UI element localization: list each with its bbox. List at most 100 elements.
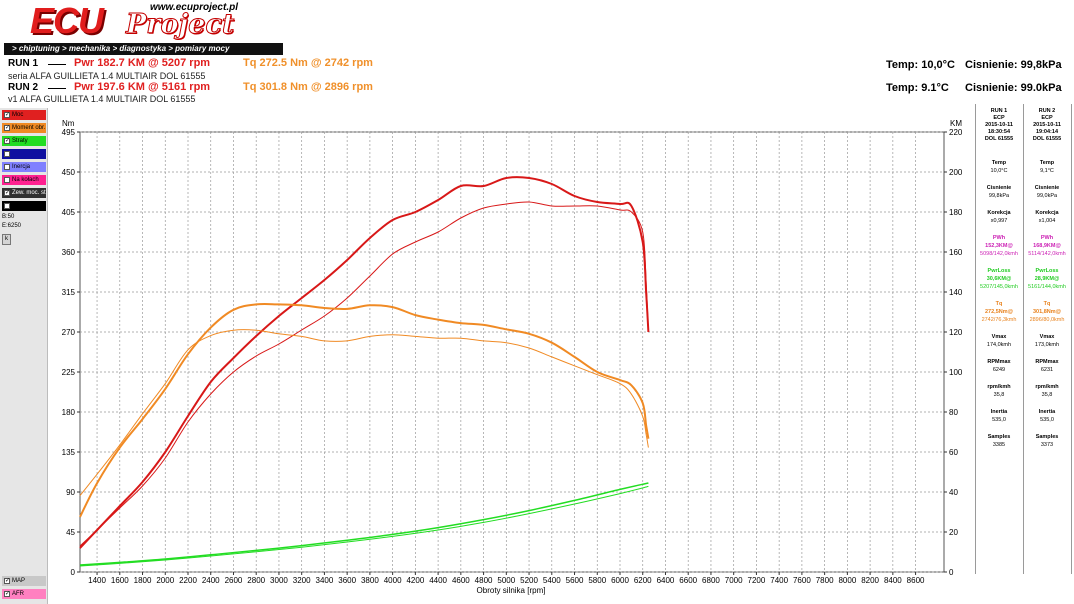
run2-subtitle: v1 ALFA GUILLIETA 1.4 MULTIAIR DOL 61555 (8, 94, 196, 104)
x-tick-label: 7400 (770, 576, 788, 585)
x-tick-label: 3800 (361, 576, 379, 585)
series-toggle-4[interactable]: Inercja (2, 162, 46, 172)
stats-head: 19:04:14 (1035, 129, 1059, 135)
series-toggle-1[interactable]: ✓ Moment obr. (2, 123, 46, 133)
logo-project: Project (125, 9, 235, 40)
series-toggle-5[interactable]: Na kołach (2, 175, 46, 185)
y-right-tick-label: 120 (949, 328, 963, 337)
y-left-tick-label: 0 (71, 568, 76, 577)
series-toggle-0[interactable]: ✓ Moc (2, 110, 46, 120)
x-tick-label: 6800 (702, 576, 720, 585)
x-tick-label: 8200 (861, 576, 879, 585)
checkbox[interactable]: ✓ (4, 112, 11, 118)
stats-rpmmax-label: RPMmax (987, 359, 1011, 365)
x-axis-label: Obroty silnika [rpm] (477, 586, 546, 595)
tagline-bar: > chiptuning > mechanika > diagnostyka >… (4, 43, 283, 55)
stats-tq-sub: 2742/76,3kmh (981, 317, 1017, 323)
checkbox[interactable] (4, 151, 10, 157)
x-tick-label: 6600 (679, 576, 697, 585)
checkbox[interactable] (4, 177, 10, 183)
y-right-tick-label: 20 (949, 528, 958, 537)
x-tick-label: 7200 (748, 576, 766, 585)
stats-pwrloss-label: PwrLoss (987, 268, 1011, 274)
stats-inertia-val: 535,0 (992, 417, 1006, 423)
stats-pwh-label: PWh (992, 235, 1006, 241)
stats-head: RUN 1 (990, 108, 1008, 114)
series-toggle-7[interactable] (2, 201, 46, 211)
x-tick-label: 5200 (520, 576, 538, 585)
checkbox[interactable]: ✓ (4, 138, 11, 144)
stats-kor-val: x0,997 (990, 218, 1008, 224)
y-axis-left-label: Nm (62, 119, 75, 128)
checkbox[interactable]: ✓ (4, 591, 11, 597)
stats-temp-label: Temp (1039, 160, 1055, 166)
checkbox[interactable] (4, 203, 10, 209)
stats-pwrloss-val: 28,9KM@ (1034, 276, 1060, 282)
stats-pwrloss-sub: 5161/144,0kmh (1028, 284, 1066, 290)
k-button[interactable]: k (2, 234, 11, 245)
stats-head: 2015-10-11 (985, 122, 1013, 128)
y-axis-right-label: KM (950, 119, 962, 128)
stats-inertia-val: 535,0 (1040, 417, 1054, 423)
y-left-tick-label: 180 (62, 408, 76, 417)
stats-cis-label: Cisnienie (986, 185, 1012, 191)
y-left-tick-label: 135 (62, 448, 76, 457)
stats-head: DOL 61555 (984, 136, 1014, 142)
bottom-toggle-label: MAP (12, 578, 26, 584)
stats-cis-val: 99,0kPa (1036, 193, 1058, 199)
x-tick-label: 3000 (270, 576, 288, 585)
y-right-tick-label: 60 (949, 448, 958, 457)
x-tick-label: 1600 (111, 576, 129, 585)
run2-tq: Tq 301.8 Nm @ 2896 rpm (243, 81, 373, 93)
x-tick-label: 2000 (156, 576, 174, 585)
stats-rpmkmh-val: 35,8 (993, 392, 1005, 398)
run1-pwr: Pwr 182.7 KM @ 5207 rpm (74, 57, 211, 69)
x-tick-label: 6400 (657, 576, 675, 585)
stats-vmax-val: 174,0kmh (986, 342, 1012, 348)
run-stats-panel: RUN 1 ECP 2015-10-11 18:30:54 DOL 61555 Temp 1… (975, 104, 1074, 604)
y-left-tick-label: 225 (62, 368, 76, 377)
x-tick-label: 6200 (634, 576, 652, 585)
stats-kor-label: Korekcja (987, 210, 1011, 216)
run1-subtitle: seria ALFA GUILLIETA 1.4 MULTIAIR DOL 61… (8, 71, 206, 81)
checkbox[interactable]: ✓ (4, 125, 11, 131)
stats-rpmmax-val: 6231 (1040, 367, 1054, 373)
stats-rpmkmh-label: rpm/kmh (1035, 384, 1059, 390)
stats-cis-label: Cisnienie (1034, 185, 1060, 191)
y-right-tick-label: 200 (949, 168, 963, 177)
stats-head: 2015-10-11 (1033, 122, 1061, 128)
stats-temp-label: Temp (991, 160, 1007, 166)
stats-head: DOL 61555 (1032, 136, 1062, 142)
series-toggle-label: Moc (12, 112, 24, 118)
stats-vmax-label: Vmax (991, 334, 1007, 340)
y-left-tick-label: 405 (62, 208, 76, 217)
series-toggle-2[interactable]: ✓ Straty (2, 136, 46, 146)
series-toggle-3[interactable] (2, 149, 46, 159)
series-toggle-6[interactable]: ✓ Zew. moc. str. (2, 188, 46, 198)
stats-inertia-label: Inertia (1038, 409, 1056, 415)
stats-samples-val: 3385 (992, 442, 1006, 448)
checkbox[interactable]: ✓ (4, 578, 11, 584)
x-tick-label: 2800 (247, 576, 265, 585)
x-tick-label: 4400 (429, 576, 447, 585)
series-line-5 (79, 485, 649, 567)
checkbox[interactable]: ✓ (4, 190, 11, 196)
checkbox[interactable] (4, 164, 10, 170)
run2-pwr: Pwr 197.6 KM @ 5161 rpm (74, 81, 211, 93)
bottom-toggle-1[interactable]: ✓ AFR (2, 589, 46, 599)
y-right-tick-label: 100 (949, 368, 963, 377)
x-tick-label: 8000 (838, 576, 856, 585)
stats-pwrloss-sub: 5207/145,0kmh (980, 284, 1018, 290)
stats-pwh-sub: 5098/142,0kmh (980, 251, 1018, 257)
series-line-1 (79, 201, 649, 547)
stats-pwh-val: 168,9KM@ (1033, 243, 1061, 249)
stats-tq-sub: 2896/80,0kmh (1029, 317, 1065, 323)
stats-cis-val: 99,8kPa (988, 193, 1010, 199)
y-right-tick-label: 220 (949, 128, 963, 137)
stats-rpmkmh-label: rpm/kmh (987, 384, 1011, 390)
series-line-2 (79, 303, 650, 518)
x-tick-label: 4800 (475, 576, 493, 585)
stats-pwrloss-label: PwrLoss (1035, 268, 1059, 274)
x-tick-label: 8600 (907, 576, 925, 585)
bottom-toggle-0[interactable]: ✓ MAP (2, 576, 46, 586)
